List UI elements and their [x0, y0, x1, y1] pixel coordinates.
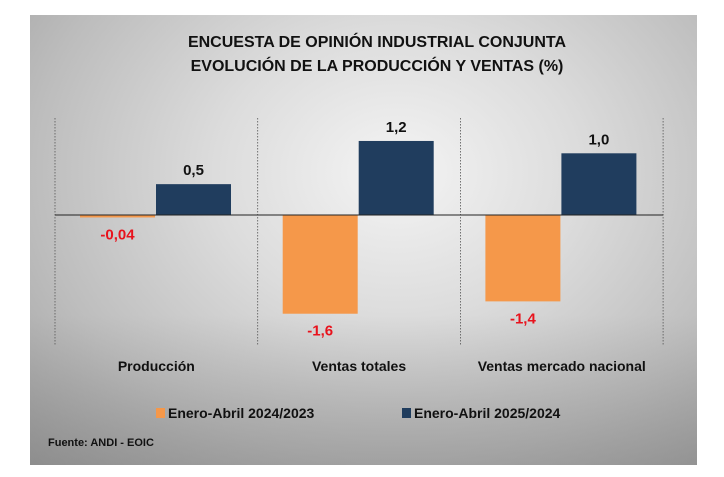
chart-panel — [30, 15, 697, 465]
data-label: 1,0 — [588, 131, 609, 148]
bar-2024-2 — [485, 215, 561, 302]
data-label: 0,5 — [183, 162, 204, 179]
legend-label-2025: Enero-Abril 2025/2024 — [414, 405, 561, 421]
category-label: Ventas mercado nacional — [478, 358, 646, 374]
legend-swatch-2024 — [156, 408, 165, 418]
bar-2024-1 — [282, 215, 358, 314]
data-label: -1,4 — [510, 310, 537, 327]
bar-2025-0 — [156, 184, 231, 215]
chart-title-line-1: ENCUESTA DE OPINIÓN INDUSTRIAL CONJUNTA — [188, 32, 567, 51]
source-note: Fuente: ANDI - EOIC — [48, 437, 154, 449]
category-label: Ventas totales — [312, 358, 406, 374]
data-label: 1,2 — [386, 119, 407, 136]
bar-2024-0 — [80, 215, 155, 218]
data-label: -0,04 — [100, 226, 135, 243]
legend-label-2024: Enero-Abril 2024/2023 — [168, 405, 315, 421]
category-label: Producción — [118, 358, 195, 374]
chart-title-line-2: EVOLUCIÓN DE LA PRODUCCIÓN Y VENTAS (%) — [191, 56, 564, 75]
legend-swatch-2025 — [402, 408, 411, 418]
data-label: -1,6 — [307, 323, 333, 340]
bar-2025-2 — [561, 153, 637, 215]
bar-2025-1 — [358, 140, 434, 215]
